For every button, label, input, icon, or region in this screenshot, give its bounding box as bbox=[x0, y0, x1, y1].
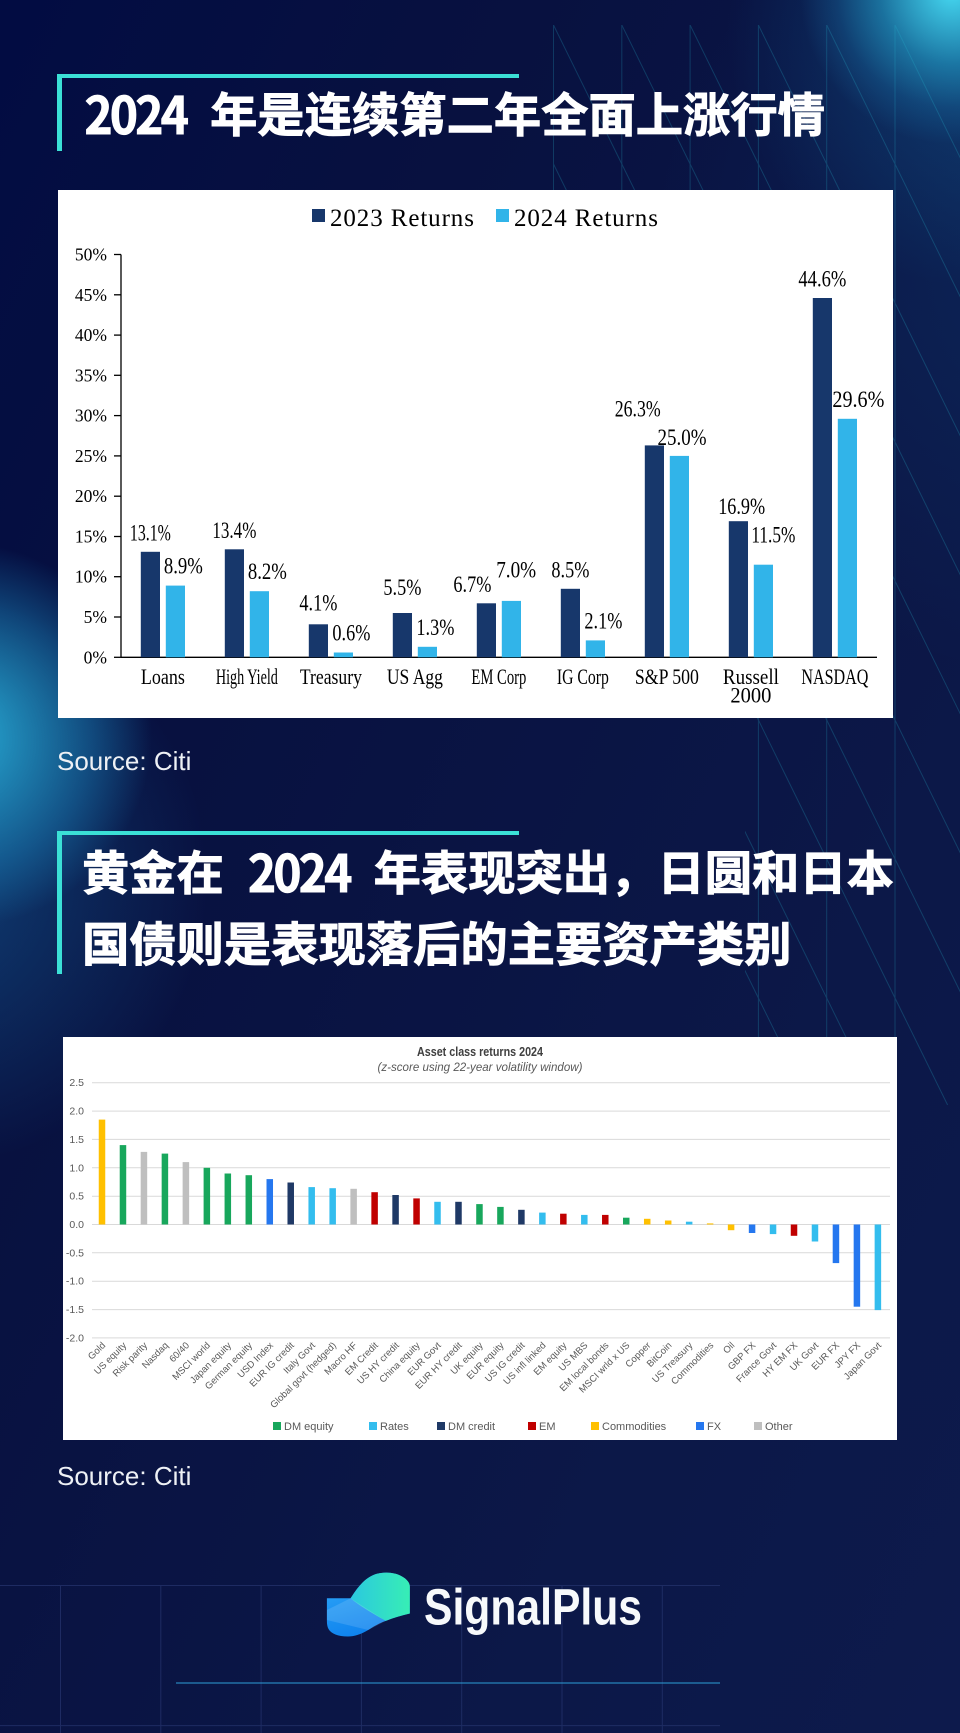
svg-text:13.1%: 13.1% bbox=[130, 520, 171, 545]
svg-text:29.6%: 29.6% bbox=[832, 387, 884, 412]
svg-text:45%: 45% bbox=[75, 285, 107, 305]
svg-text:2.5: 2.5 bbox=[69, 1077, 84, 1089]
svg-text:0.5: 0.5 bbox=[69, 1191, 84, 1203]
svg-text:High Yield: High Yield bbox=[216, 664, 278, 689]
svg-text:25%: 25% bbox=[75, 446, 107, 466]
svg-text:0%: 0% bbox=[84, 647, 107, 667]
svg-text:(z-score using 22-year volatil: (z-score using 22-year volatility window… bbox=[378, 1060, 583, 1074]
svg-text:2.0: 2.0 bbox=[69, 1106, 84, 1118]
svg-text:1.3%: 1.3% bbox=[416, 615, 454, 640]
svg-text:IG Corp: IG Corp bbox=[557, 664, 609, 689]
svg-text:4.1%: 4.1% bbox=[299, 590, 337, 615]
svg-text:-1.0: -1.0 bbox=[66, 1276, 84, 1288]
svg-text:2000: 2000 bbox=[730, 683, 771, 708]
svg-text:8.9%: 8.9% bbox=[164, 554, 203, 579]
svg-text:1.0: 1.0 bbox=[69, 1162, 84, 1174]
svg-text:Commodities: Commodities bbox=[602, 1421, 667, 1433]
svg-text:15%: 15% bbox=[75, 527, 107, 547]
svg-text:16.9%: 16.9% bbox=[718, 494, 765, 519]
svg-text:Russell: Russell bbox=[723, 664, 779, 689]
svg-text:Loans: Loans bbox=[141, 664, 185, 689]
svg-text:Asset class returns 2024: Asset class returns 2024 bbox=[417, 1044, 544, 1059]
svg-text:-0.5: -0.5 bbox=[66, 1247, 84, 1259]
svg-text:8.2%: 8.2% bbox=[248, 559, 287, 584]
svg-text:Rates: Rates bbox=[380, 1421, 409, 1433]
svg-text:7.0%: 7.0% bbox=[496, 557, 536, 582]
svg-text:EM Corp: EM Corp bbox=[471, 664, 526, 689]
svg-text:EM: EM bbox=[539, 1421, 556, 1433]
svg-text:SignalPlus: SignalPlus bbox=[424, 1579, 642, 1636]
svg-text:Treasury: Treasury bbox=[300, 664, 362, 689]
svg-text:2.1%: 2.1% bbox=[584, 608, 622, 633]
svg-text:-1.5: -1.5 bbox=[66, 1304, 84, 1316]
svg-text:0.0: 0.0 bbox=[69, 1219, 84, 1231]
svg-text:2024 Returns: 2024 Returns bbox=[514, 205, 659, 232]
svg-text:DM equity: DM equity bbox=[284, 1421, 334, 1433]
svg-text:FX: FX bbox=[707, 1421, 722, 1433]
svg-text:5%: 5% bbox=[84, 607, 107, 627]
svg-text:S&P 500: S&P 500 bbox=[635, 664, 699, 689]
svg-text:13.4%: 13.4% bbox=[212, 518, 256, 543]
svg-text:6.7%: 6.7% bbox=[453, 572, 491, 597]
svg-text:5.5%: 5.5% bbox=[383, 575, 421, 600]
svg-text:30%: 30% bbox=[75, 406, 107, 426]
svg-text:1.5: 1.5 bbox=[69, 1134, 84, 1146]
svg-text:50%: 50% bbox=[75, 245, 107, 265]
svg-text:40%: 40% bbox=[75, 325, 107, 345]
svg-text:US Agg: US Agg bbox=[387, 664, 443, 689]
svg-text:25.0%: 25.0% bbox=[658, 425, 707, 450]
svg-text:44.6%: 44.6% bbox=[798, 267, 846, 292]
svg-text:2023 Returns: 2023 Returns bbox=[330, 205, 475, 232]
svg-text:8.5%: 8.5% bbox=[551, 557, 589, 582]
svg-text:35%: 35% bbox=[75, 365, 107, 385]
svg-text:26.3%: 26.3% bbox=[615, 396, 661, 421]
svg-text:20%: 20% bbox=[75, 486, 107, 506]
svg-text:11.5%: 11.5% bbox=[751, 523, 795, 548]
svg-text:-2.0: -2.0 bbox=[66, 1332, 84, 1344]
svg-text:NASDAQ: NASDAQ bbox=[801, 664, 868, 689]
svg-text:10%: 10% bbox=[75, 567, 107, 587]
svg-text:DM credit: DM credit bbox=[448, 1421, 495, 1433]
svg-text:0.6%: 0.6% bbox=[332, 621, 370, 646]
svg-text:Other: Other bbox=[765, 1421, 793, 1433]
